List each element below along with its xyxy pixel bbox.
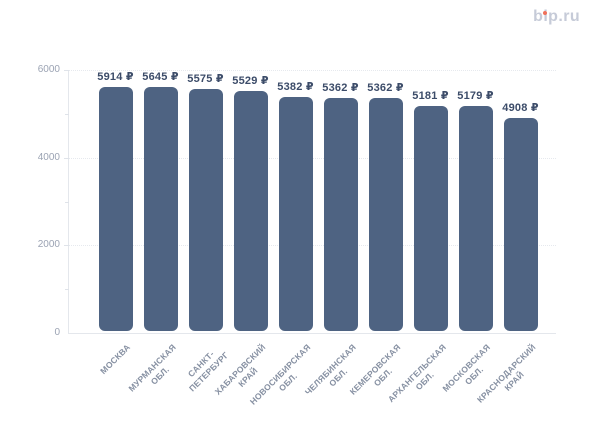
bip-logo[interactable]: bip.ru (533, 8, 580, 26)
axis-tick (64, 157, 69, 159)
gridline (69, 245, 556, 247)
bar-cell: 5529 ₽ (228, 70, 273, 333)
bar-value-label: 5362 ₽ (367, 82, 404, 94)
bar-cell: 5575 ₽ (183, 70, 228, 333)
bar-cell: 5179 ₽ (453, 70, 498, 333)
bar-cell: 5914 ₽ (93, 70, 138, 333)
y-axis-label: 0 (54, 327, 60, 338)
bar[interactable] (323, 98, 358, 331)
bar[interactable] (458, 106, 493, 331)
bar[interactable] (278, 97, 313, 331)
axis-minor-tick (65, 201, 69, 203)
bar-value-label: 5181 ₽ (412, 90, 449, 102)
axis-minor-tick (65, 113, 69, 115)
bars-row: 5914 ₽ 5645 ₽ 5575 ₽ 5529 ₽ 5382 ₽ 5362 ₽ 5362… (93, 70, 543, 333)
plot-area (64, 70, 556, 334)
bar[interactable] (143, 87, 178, 331)
x-label-cell: КРАСНОДАРСКИЙ КРАЙ (475, 336, 543, 427)
bar[interactable] (413, 106, 448, 331)
bar[interactable] (233, 91, 268, 331)
bar-value-label: 5645 ₽ (142, 71, 179, 83)
logo-orange-dot-icon (542, 10, 547, 15)
bar-value-label: 5914 ₽ (97, 71, 134, 83)
bar-cell: 5362 ₽ (363, 70, 408, 333)
y-axis-label: 6000 (37, 64, 60, 75)
bar-value-label: 5529 ₽ (232, 75, 269, 87)
axis-tick (64, 70, 69, 71)
gridline (69, 157, 556, 159)
bar-cell: 5362 ₽ (318, 70, 363, 333)
bar-cell: 5382 ₽ (273, 70, 318, 333)
bar[interactable] (188, 89, 223, 331)
y-axis-labels: 0 2000 4000 6000 (0, 0, 60, 427)
bar-cell: 5181 ₽ (408, 70, 453, 333)
x-axis-label: МОСКВА (98, 342, 133, 376)
bar-cell: 4908 ₽ (498, 70, 543, 333)
x-axis-labels: МОСКВА МУРМАНСКАЯ ОБЛ. САНКТ- ПЕТЕРБУРГ ХАБАР… (93, 336, 543, 427)
bar-value-label: 5382 ₽ (277, 81, 314, 93)
bar-value-label: 4908 ₽ (502, 102, 539, 114)
bar[interactable] (503, 118, 538, 331)
bar-value-label: 5362 ₽ (322, 82, 359, 94)
x-label-cell: МУРМАНСКАЯ ОБЛ. (126, 336, 183, 427)
bar-value-label: 5575 ₽ (187, 73, 224, 85)
bar-value-label: 5179 ₽ (457, 90, 494, 102)
y-axis-label: 4000 (37, 151, 60, 163)
bar-cell: 5645 ₽ (138, 70, 183, 333)
y-axis-label: 2000 (37, 239, 60, 251)
axis-tick (64, 245, 69, 247)
bip-logo-text: bip.ru (533, 8, 580, 25)
axis-minor-tick (65, 289, 69, 291)
bar[interactable] (368, 98, 403, 331)
gridline (69, 70, 556, 71)
bar[interactable] (98, 87, 133, 331)
